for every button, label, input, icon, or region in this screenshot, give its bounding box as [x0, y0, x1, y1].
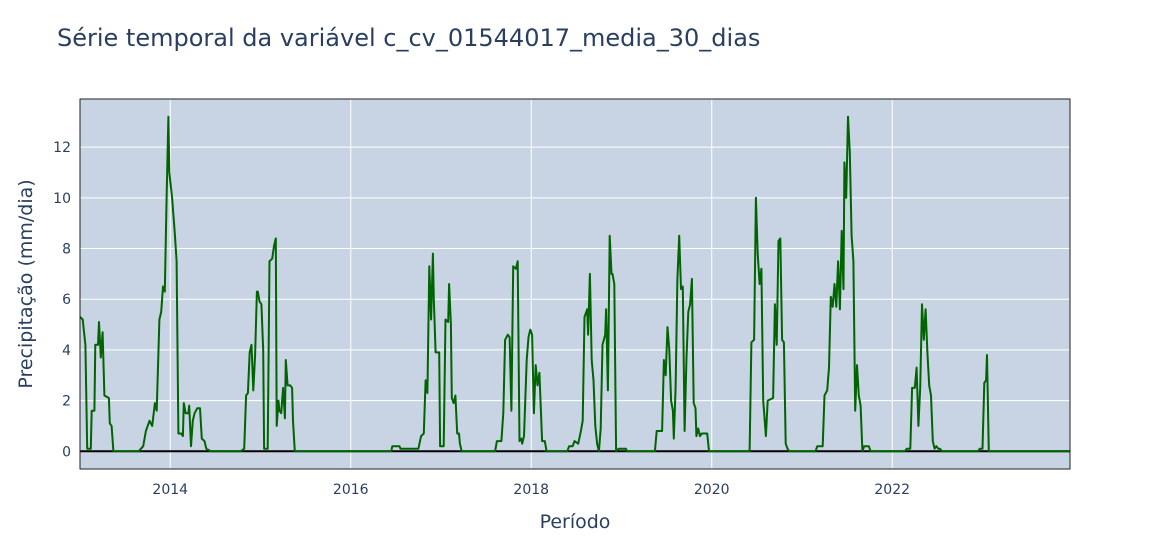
y-tick-label: 12 — [53, 140, 71, 156]
x-tick-label: 2018 — [513, 482, 549, 498]
y-tick-label: 6 — [62, 292, 71, 308]
chart-title: Série temporal da variável c_cv_01544017… — [57, 24, 761, 52]
x-gridlines — [169, 99, 893, 469]
y-axis-title: Precipitação (mm/dia) — [15, 179, 37, 388]
x-tick-label: 2022 — [874, 482, 910, 498]
y-tick-label: 4 — [62, 343, 71, 359]
plot-area — [80, 99, 1070, 469]
y-tick-label: 2 — [62, 394, 71, 410]
x-tick-label: 2016 — [333, 482, 369, 498]
x-tick-label: 2014 — [152, 482, 188, 498]
y-tick-label: 8 — [62, 242, 71, 258]
y-tick-labels: 0 2 4 6 8 10 12 — [53, 140, 71, 460]
y-tick-label: 10 — [53, 191, 71, 207]
series-line — [79, 115, 1070, 453]
x-axis-title: Período — [540, 511, 611, 533]
x-tick-labels: 2014 2016 2018 2020 2022 — [152, 482, 910, 498]
y-tick-label: 0 — [62, 444, 71, 460]
x-tick-label: 2020 — [694, 482, 730, 498]
plot-border — [79, 98, 1071, 470]
